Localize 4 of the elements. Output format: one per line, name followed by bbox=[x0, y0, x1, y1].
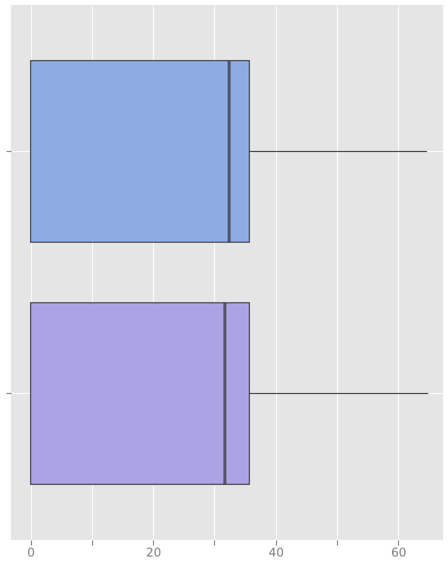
x-tick-label: 20 bbox=[146, 546, 162, 560]
x-tick-label: 60 bbox=[391, 546, 406, 560]
x-tick-label: 40 bbox=[268, 546, 284, 560]
x-tick-label: 0 bbox=[27, 546, 35, 560]
